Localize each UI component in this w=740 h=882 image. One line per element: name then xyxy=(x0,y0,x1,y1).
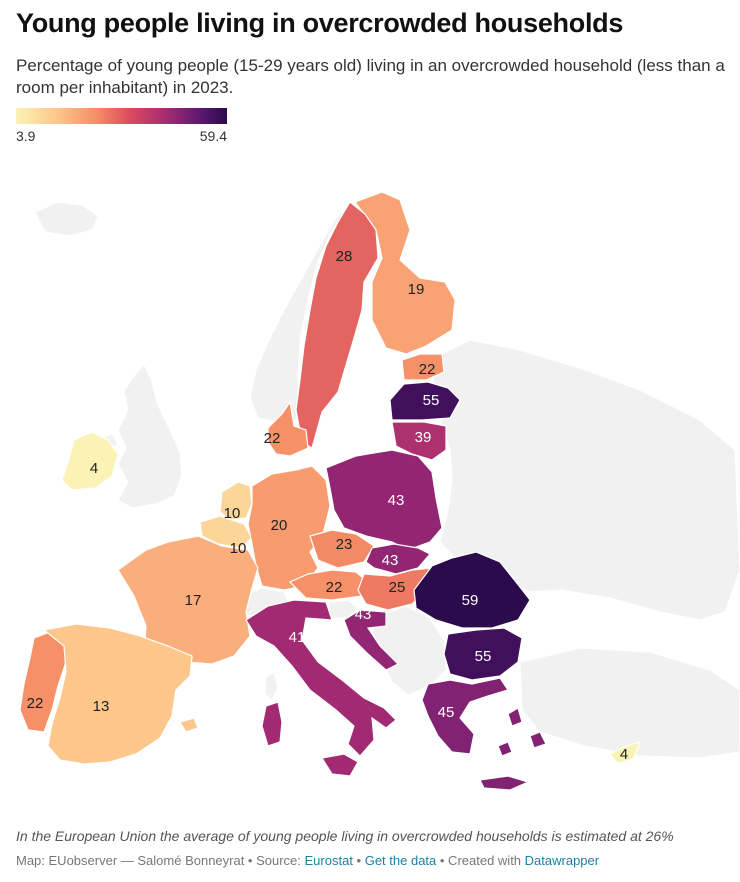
region-ireland xyxy=(61,431,119,491)
credits-prefix: Map: EUobserver — Salomé Bonneyrat • Sou… xyxy=(16,853,305,868)
region-lithuania xyxy=(391,421,447,461)
legend-gradient-bar xyxy=(16,108,227,124)
label-austria: 22 xyxy=(326,579,343,596)
credits-separator: • xyxy=(352,853,365,868)
label-estonia: 22 xyxy=(419,361,436,378)
source-link[interactable]: Eurostat xyxy=(304,853,353,868)
color-legend: 3.9 59.4 xyxy=(16,108,227,144)
russia-belarus-ukraine-shape xyxy=(429,339,740,621)
legend-max-label: 59.4 xyxy=(199,128,227,144)
eu-countries xyxy=(19,191,641,791)
region-sardinia xyxy=(261,701,283,747)
region-finland xyxy=(354,191,456,355)
uk-shape xyxy=(117,362,183,509)
europe-map: 28 19 22 55 39 22 4 10 10 20 43 23 43 22… xyxy=(0,150,740,820)
region-germany xyxy=(247,465,331,591)
value-labels: 28 19 22 55 39 22 4 10 10 20 43 23 43 22… xyxy=(27,248,629,763)
region-cyprus xyxy=(609,741,641,765)
credits-line: Map: EUobserver — Salomé Bonneyrat • Sou… xyxy=(16,853,599,868)
label-lithuania: 39 xyxy=(415,429,432,446)
region-aegean-islands xyxy=(497,707,547,757)
label-croatia: 43 xyxy=(355,606,372,623)
label-sweden: 28 xyxy=(336,248,353,265)
region-sicily xyxy=(321,753,359,777)
label-belgium: 10 xyxy=(230,540,247,557)
label-portugal: 22 xyxy=(27,695,44,712)
label-denmark: 22 xyxy=(264,430,281,447)
label-latvia: 55 xyxy=(423,392,440,409)
region-estonia xyxy=(401,353,445,381)
region-france xyxy=(117,535,259,667)
label-hungary: 25 xyxy=(389,579,406,596)
region-slovakia xyxy=(365,543,431,575)
label-bulgaria: 55 xyxy=(475,648,492,665)
legend-min-label: 3.9 xyxy=(16,128,36,144)
credits-created-with: • Created with xyxy=(436,853,525,868)
label-germany: 20 xyxy=(271,517,288,534)
label-france: 17 xyxy=(185,592,202,609)
label-cyprus: 4 xyxy=(620,746,628,763)
map-title: Young people living in overcrowded house… xyxy=(16,8,624,38)
region-croatia xyxy=(343,609,400,671)
region-sweden xyxy=(295,201,379,449)
label-romania: 59 xyxy=(462,592,479,609)
footnote: In the European Union the average of you… xyxy=(16,828,674,844)
label-slovakia: 43 xyxy=(382,552,399,569)
region-balearics xyxy=(179,717,199,733)
region-netherlands xyxy=(219,481,253,521)
label-italy: 41 xyxy=(289,629,306,646)
region-greece xyxy=(421,677,509,755)
region-bulgaria xyxy=(443,627,523,681)
map-subtitle: Percentage of young people (15-29 years … xyxy=(16,56,725,97)
label-czechia: 23 xyxy=(336,536,353,553)
label-poland: 43 xyxy=(388,492,405,509)
label-spain: 13 xyxy=(93,698,110,715)
region-poland xyxy=(325,449,443,551)
corsica-shape xyxy=(264,671,279,701)
region-spain xyxy=(42,623,193,765)
label-finland: 19 xyxy=(408,281,425,298)
norway-shape xyxy=(249,201,353,425)
iceland-shape xyxy=(34,201,99,237)
label-greece: 45 xyxy=(438,704,455,721)
label-ireland: 4 xyxy=(90,460,98,477)
turkey-shape xyxy=(519,647,740,759)
region-romania xyxy=(413,551,531,629)
region-belgium xyxy=(199,515,253,549)
get-data-link[interactable]: Get the data xyxy=(364,853,437,868)
region-crete xyxy=(479,775,530,791)
region-denmark xyxy=(267,400,309,457)
region-italy xyxy=(245,599,397,757)
label-netherlands: 10 xyxy=(224,505,241,522)
datawrapper-link[interactable]: Datawrapper xyxy=(524,853,600,868)
region-latvia xyxy=(389,381,461,421)
europe-map-svg: 28 19 22 55 39 22 4 10 10 20 43 23 43 22… xyxy=(19,191,740,791)
